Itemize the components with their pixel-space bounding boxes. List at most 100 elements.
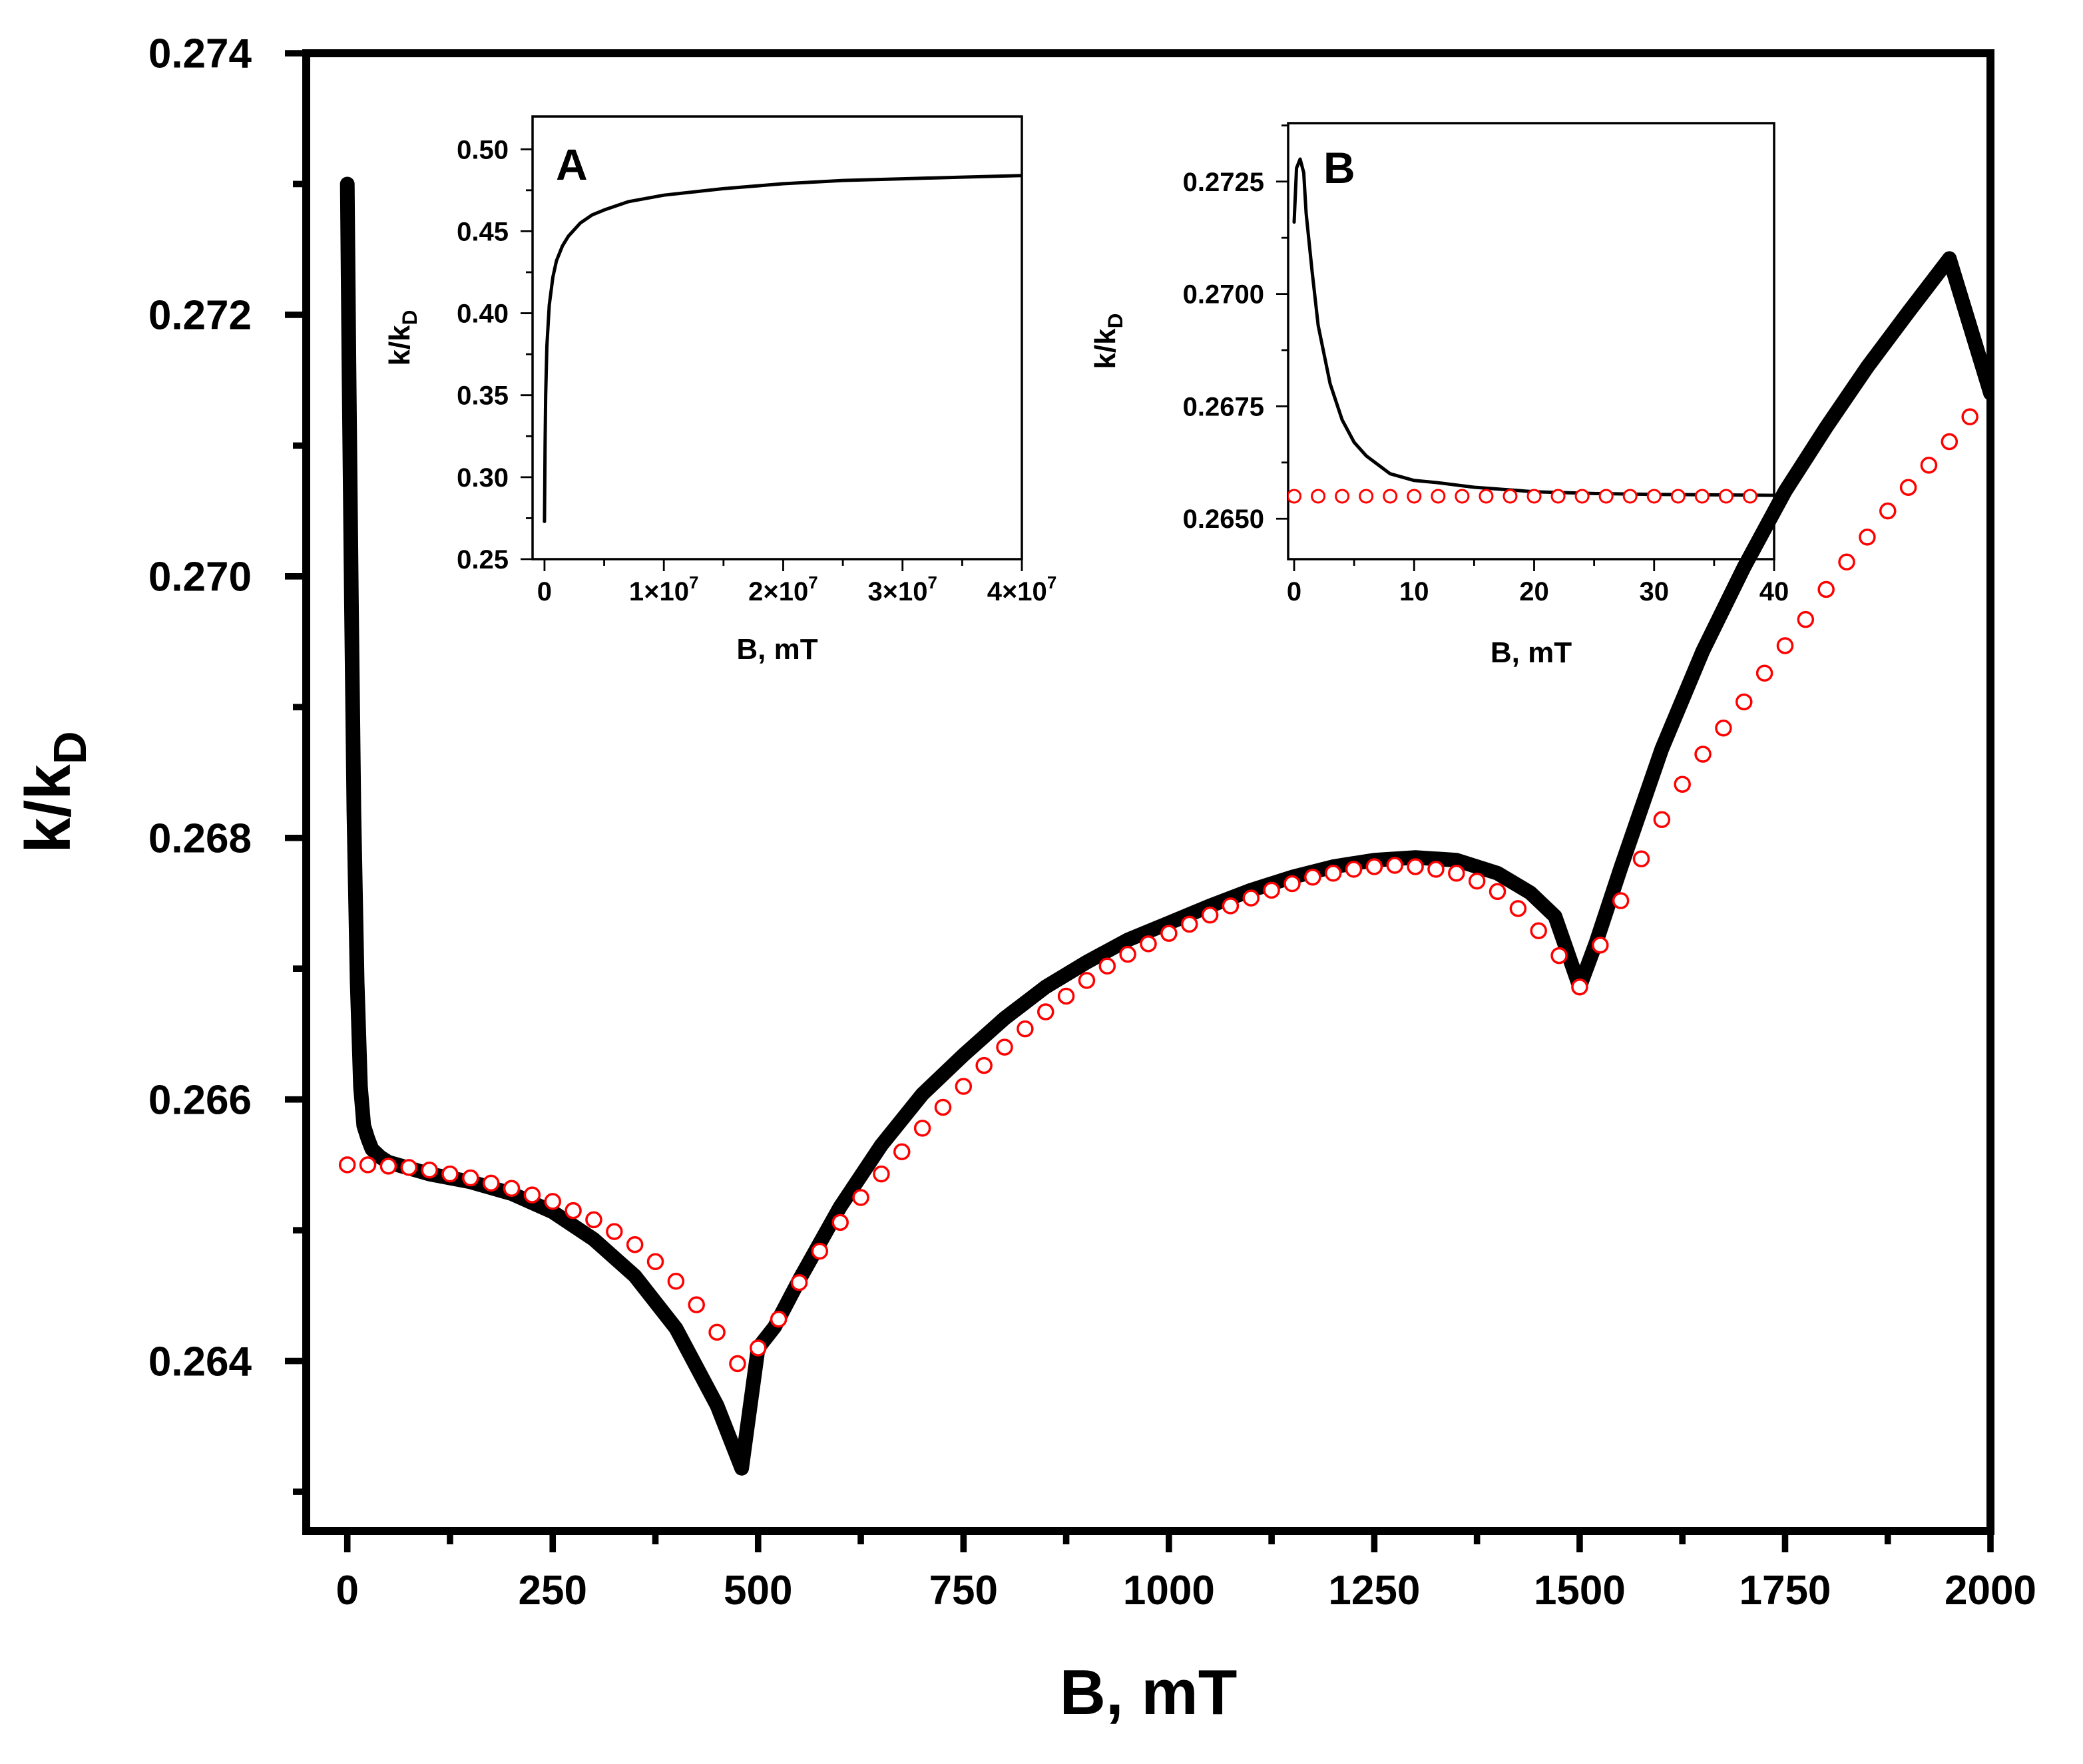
y-tick-label: 0.50 [457, 135, 509, 164]
data-point [975, 1056, 993, 1074]
data-point [1879, 502, 1897, 520]
x-tick-label: 1250 [1328, 1568, 1420, 1614]
data-point [1455, 489, 1470, 504]
x-tick-label: 10 [1399, 577, 1429, 606]
data-point [1160, 925, 1178, 942]
plot-frame [1287, 122, 1775, 560]
data-point [1017, 1020, 1034, 1038]
x-tick-label: 750 [929, 1568, 998, 1614]
x-tick-label: 1500 [1534, 1568, 1626, 1614]
data-point [400, 1159, 418, 1176]
y-tick-label: 0.274 [148, 31, 252, 77]
data-point [1345, 861, 1363, 878]
data-point [1694, 746, 1712, 763]
y-tick-label: 0.268 [148, 815, 252, 861]
x-tick-label: 500 [724, 1568, 792, 1614]
plot-frame [302, 49, 1994, 1535]
data-point [1311, 489, 1326, 504]
data-point [1961, 408, 1978, 425]
data-point [893, 1143, 911, 1161]
data-point [1263, 881, 1280, 899]
x-tick-exponent: 7 [1047, 572, 1056, 592]
data-point [1288, 489, 1302, 504]
y-axis-label-subscript: D [44, 731, 96, 764]
x-tick-label: 4×107 [987, 572, 1057, 606]
data-point [1324, 865, 1342, 882]
data-point [1489, 883, 1506, 901]
data-point [1776, 637, 1794, 654]
data-point [1386, 857, 1403, 874]
data-point [1632, 850, 1650, 867]
data-point [852, 1189, 869, 1206]
data-point [1571, 978, 1588, 996]
data-point [1797, 610, 1815, 628]
data-point [1653, 811, 1671, 829]
x-tick-label: 0 [537, 577, 552, 606]
data-point [1365, 858, 1383, 875]
data-point [1098, 957, 1116, 975]
x-tick-label: 0 [336, 1568, 358, 1614]
data-point [1817, 580, 1835, 598]
data-point [1646, 489, 1662, 504]
data-point [1509, 900, 1527, 917]
data-point [1503, 489, 1518, 504]
data-point [441, 1165, 459, 1183]
x-tick-mantissa: 1×10 [629, 577, 689, 606]
data-point [1742, 489, 1757, 504]
y-tick-label: 0.270 [148, 554, 252, 600]
y-tick-label: 0.45 [457, 217, 509, 246]
data-point [873, 1165, 890, 1183]
data-point [1335, 489, 1350, 504]
data-point [503, 1180, 521, 1198]
data-point [421, 1162, 438, 1179]
data-point [1694, 489, 1710, 504]
y-tick-label: 0.2700 [1183, 280, 1264, 310]
x-tick-label: 1000 [1123, 1568, 1215, 1614]
data-point [811, 1242, 829, 1260]
y-tick-label: 0.2725 [1183, 168, 1264, 197]
data-point [688, 1296, 705, 1313]
data-point [831, 1213, 849, 1231]
data-point [1736, 693, 1753, 711]
marker-series [1288, 489, 1757, 504]
inset-b-chart: 0 10 20 30 40 0.2650 0.2675 0.2700 0.2725 B, mT k/… [1089, 122, 1789, 669]
data-point [1899, 479, 1917, 496]
data-point [1592, 937, 1609, 954]
x-tick-exponent: 7 [689, 572, 698, 592]
main-chart: 0 250 500 750 1000 1250 1500 1750 20000.2640.266… [13, 31, 2036, 1728]
data-point [1598, 489, 1614, 504]
data-point [1283, 875, 1301, 893]
y-tick-label: 0.264 [148, 1339, 252, 1385]
data-point [667, 1273, 685, 1290]
y-tick-label: 0.2650 [1183, 505, 1264, 534]
data-point [1674, 775, 1691, 793]
data-point [1941, 433, 1959, 451]
data-point [359, 1156, 377, 1174]
x-tick-mantissa: 0 [537, 577, 552, 606]
data-point [1407, 858, 1424, 875]
data-point [1859, 529, 1876, 546]
data-point [1670, 489, 1686, 504]
data-point [1838, 553, 1855, 570]
data-point [1526, 489, 1542, 504]
data-point [934, 1098, 952, 1116]
data-point [790, 1273, 808, 1291]
y-axis-label-main: k/k [1089, 328, 1122, 369]
panel-label: B [1323, 143, 1355, 192]
x-tick-label: 2000 [1945, 1568, 2036, 1614]
data-point [1119, 945, 1136, 963]
x-tick-label: 40 [1759, 577, 1789, 606]
x-tick-label: 1750 [1739, 1568, 1831, 1614]
data-point [708, 1323, 726, 1341]
x-tick-label: 2×107 [748, 572, 818, 606]
data-point [585, 1211, 602, 1229]
data-point [1574, 489, 1590, 504]
data-point [770, 1310, 788, 1328]
data-point [544, 1193, 561, 1210]
x-tick-label: 3×107 [867, 572, 937, 606]
data-point [565, 1202, 582, 1219]
x-tick-label: 1×107 [629, 572, 699, 606]
y-axis-label: k/kD [1089, 313, 1127, 369]
